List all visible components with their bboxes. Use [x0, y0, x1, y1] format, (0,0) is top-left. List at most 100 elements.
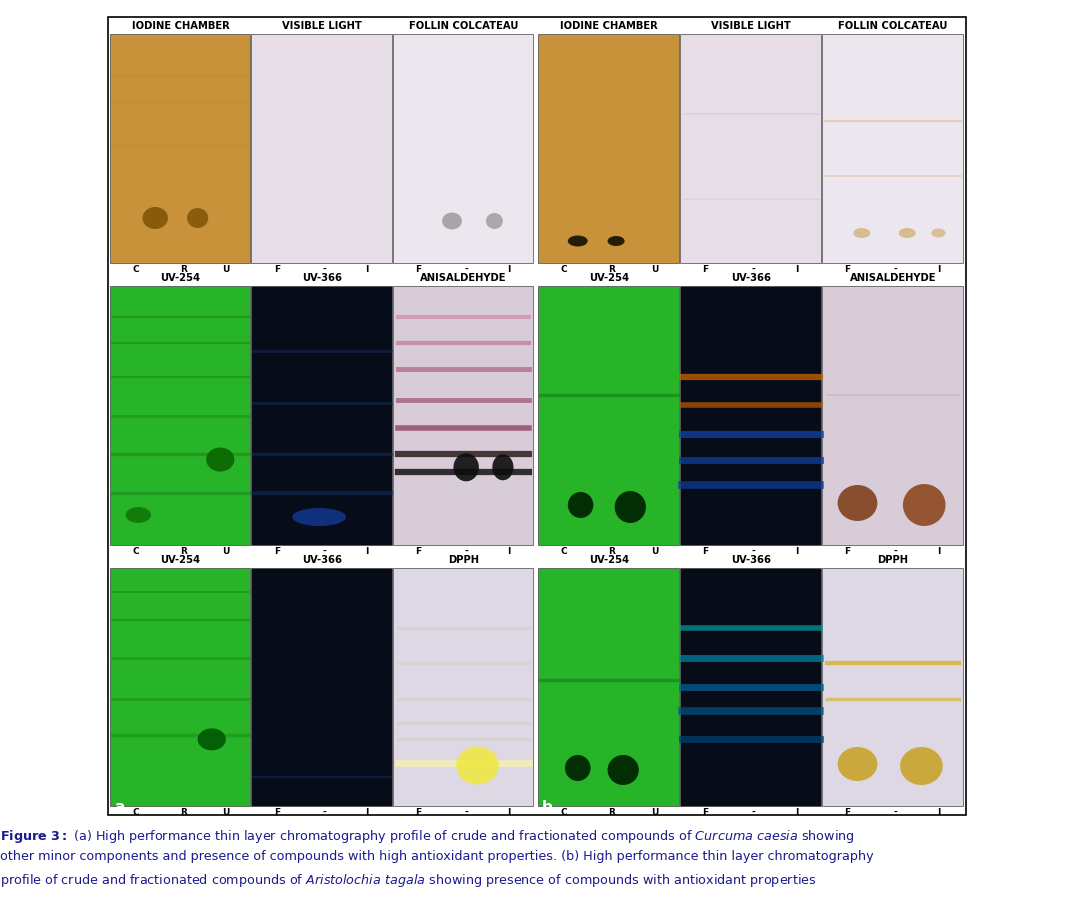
- Text: I: I: [507, 547, 510, 556]
- Text: U: U: [223, 547, 229, 556]
- Bar: [680, 286, 821, 545]
- Text: C: C: [132, 808, 139, 817]
- Text: C: C: [132, 547, 139, 556]
- Text: I: I: [795, 808, 798, 817]
- Ellipse shape: [142, 207, 168, 229]
- Bar: [680, 34, 821, 263]
- Text: -: -: [894, 265, 897, 274]
- Text: UV-254: UV-254: [589, 555, 629, 565]
- Text: UV-254: UV-254: [589, 273, 629, 283]
- Text: profile of crude and fractionated compounds of $\it{Aristolochia\ tagala}$ showi: profile of crude and fractionated compou…: [0, 872, 817, 889]
- Text: C: C: [132, 265, 139, 274]
- Text: U: U: [651, 265, 659, 274]
- Bar: [538, 34, 679, 263]
- Text: b: b: [542, 800, 553, 815]
- Ellipse shape: [565, 755, 591, 781]
- Text: U: U: [651, 547, 659, 556]
- Text: U: U: [651, 808, 659, 817]
- Text: UV-366: UV-366: [302, 273, 342, 283]
- Ellipse shape: [568, 236, 587, 247]
- Text: F: F: [845, 547, 851, 556]
- Text: F: F: [415, 808, 421, 817]
- Text: F: F: [273, 808, 280, 817]
- Text: -: -: [323, 547, 327, 556]
- Ellipse shape: [853, 228, 870, 238]
- Text: C: C: [561, 808, 567, 817]
- Text: I: I: [795, 265, 798, 274]
- Bar: [393, 568, 533, 806]
- Text: UV-366: UV-366: [302, 555, 342, 565]
- Text: F: F: [273, 265, 280, 274]
- Text: DPPH: DPPH: [878, 555, 908, 565]
- Text: I: I: [937, 265, 940, 274]
- Bar: [538, 568, 679, 806]
- Text: UV-254: UV-254: [160, 555, 201, 565]
- Text: F: F: [845, 808, 851, 817]
- Bar: [252, 34, 392, 263]
- Text: FOLLIN COLCATEAU: FOLLIN COLCATEAU: [409, 21, 518, 31]
- Bar: [822, 34, 963, 263]
- Bar: [110, 568, 251, 806]
- Text: -: -: [752, 808, 755, 817]
- Ellipse shape: [903, 484, 946, 526]
- Text: U: U: [223, 808, 229, 817]
- Text: F: F: [703, 808, 709, 817]
- Text: C: C: [561, 265, 567, 274]
- Ellipse shape: [456, 747, 498, 784]
- Bar: [393, 34, 533, 263]
- Text: -: -: [464, 265, 468, 274]
- Text: R: R: [608, 808, 615, 817]
- Text: I: I: [937, 547, 940, 556]
- Bar: [393, 286, 533, 545]
- Text: DPPH: DPPH: [448, 555, 479, 565]
- Text: UV-254: UV-254: [160, 273, 201, 283]
- Ellipse shape: [608, 236, 625, 246]
- Bar: [252, 568, 392, 806]
- Text: F: F: [845, 265, 851, 274]
- Text: R: R: [180, 547, 187, 556]
- Text: -: -: [894, 808, 897, 817]
- Bar: [110, 34, 251, 263]
- Text: VISIBLE LIGHT: VISIBLE LIGHT: [282, 21, 362, 31]
- Ellipse shape: [901, 747, 943, 785]
- Text: other minor components and presence of compounds with high antioxidant propertie: other minor components and presence of c…: [0, 850, 874, 863]
- Text: R: R: [180, 808, 187, 817]
- Bar: [822, 286, 963, 545]
- Bar: [110, 286, 251, 545]
- Ellipse shape: [837, 747, 877, 781]
- Bar: [538, 286, 679, 545]
- Text: -: -: [894, 547, 897, 556]
- Text: I: I: [507, 808, 510, 817]
- Text: I: I: [366, 547, 369, 556]
- Ellipse shape: [126, 507, 151, 523]
- Ellipse shape: [198, 728, 226, 750]
- Text: a: a: [114, 800, 125, 815]
- Text: C: C: [561, 547, 567, 556]
- Text: R: R: [608, 547, 615, 556]
- Text: FOLLIN COLCATEAU: FOLLIN COLCATEAU: [838, 21, 948, 31]
- Text: F: F: [415, 547, 421, 556]
- Ellipse shape: [442, 212, 462, 229]
- Text: -: -: [323, 265, 327, 274]
- Text: F: F: [703, 265, 709, 274]
- Ellipse shape: [207, 448, 235, 472]
- Text: $\bf{Figure\ 3:}$ (a) High performance thin layer chromatography profile of crud: $\bf{Figure\ 3:}$ (a) High performance t…: [0, 828, 854, 845]
- Bar: [252, 286, 392, 545]
- Text: I: I: [507, 265, 510, 274]
- Ellipse shape: [932, 228, 946, 238]
- Text: U: U: [223, 265, 229, 274]
- Ellipse shape: [187, 208, 209, 228]
- Bar: [822, 568, 963, 806]
- Text: IODINE CHAMBER: IODINE CHAMBER: [561, 21, 657, 31]
- Text: F: F: [273, 547, 280, 556]
- Ellipse shape: [453, 453, 479, 482]
- Text: -: -: [323, 808, 327, 817]
- Text: I: I: [937, 808, 940, 817]
- Text: ANISALDEHYDE: ANISALDEHYDE: [420, 273, 507, 283]
- Text: I: I: [366, 265, 369, 274]
- Text: R: R: [180, 265, 187, 274]
- Ellipse shape: [486, 213, 502, 229]
- Text: -: -: [464, 808, 468, 817]
- Ellipse shape: [493, 454, 513, 480]
- Text: R: R: [608, 265, 615, 274]
